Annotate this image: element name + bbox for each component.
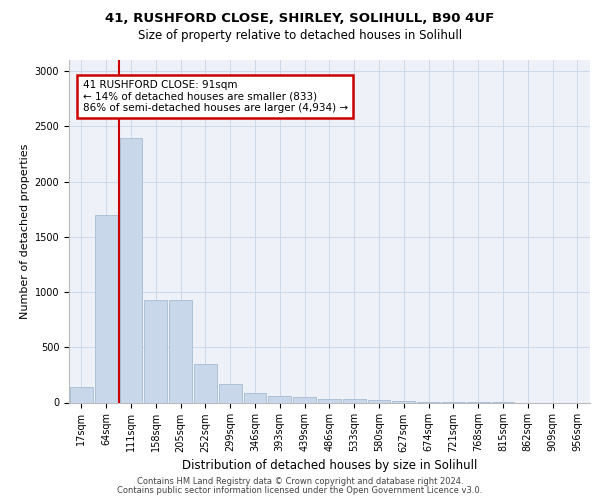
Bar [169,300,192,403]
Text: 41, RUSHFORD CLOSE, SHIRLEY, SOLIHULL, B90 4UF: 41, RUSHFORD CLOSE, SHIRLEY, SOLIHULL, B… [106,12,494,26]
Bar [293,397,316,402]
Bar [368,400,391,402]
Bar [194,364,217,403]
Text: Contains public sector information licensed under the Open Government Licence v3: Contains public sector information licen… [118,486,482,495]
Bar [145,300,167,403]
Bar [244,392,266,402]
Text: 41 RUSHFORD CLOSE: 91sqm
← 14% of detached houses are smaller (833)
86% of semi-: 41 RUSHFORD CLOSE: 91sqm ← 14% of detach… [83,80,348,113]
Bar [392,401,415,402]
Bar [119,138,142,402]
X-axis label: Distribution of detached houses by size in Solihull: Distribution of detached houses by size … [182,458,477,471]
Bar [219,384,242,402]
Bar [70,387,93,402]
Y-axis label: Number of detached properties: Number of detached properties [20,144,31,319]
Bar [318,398,341,402]
Bar [343,399,365,402]
Bar [268,396,291,402]
Text: Size of property relative to detached houses in Solihull: Size of property relative to detached ho… [138,29,462,42]
Bar [95,214,118,402]
Text: Contains HM Land Registry data © Crown copyright and database right 2024.: Contains HM Land Registry data © Crown c… [137,477,463,486]
